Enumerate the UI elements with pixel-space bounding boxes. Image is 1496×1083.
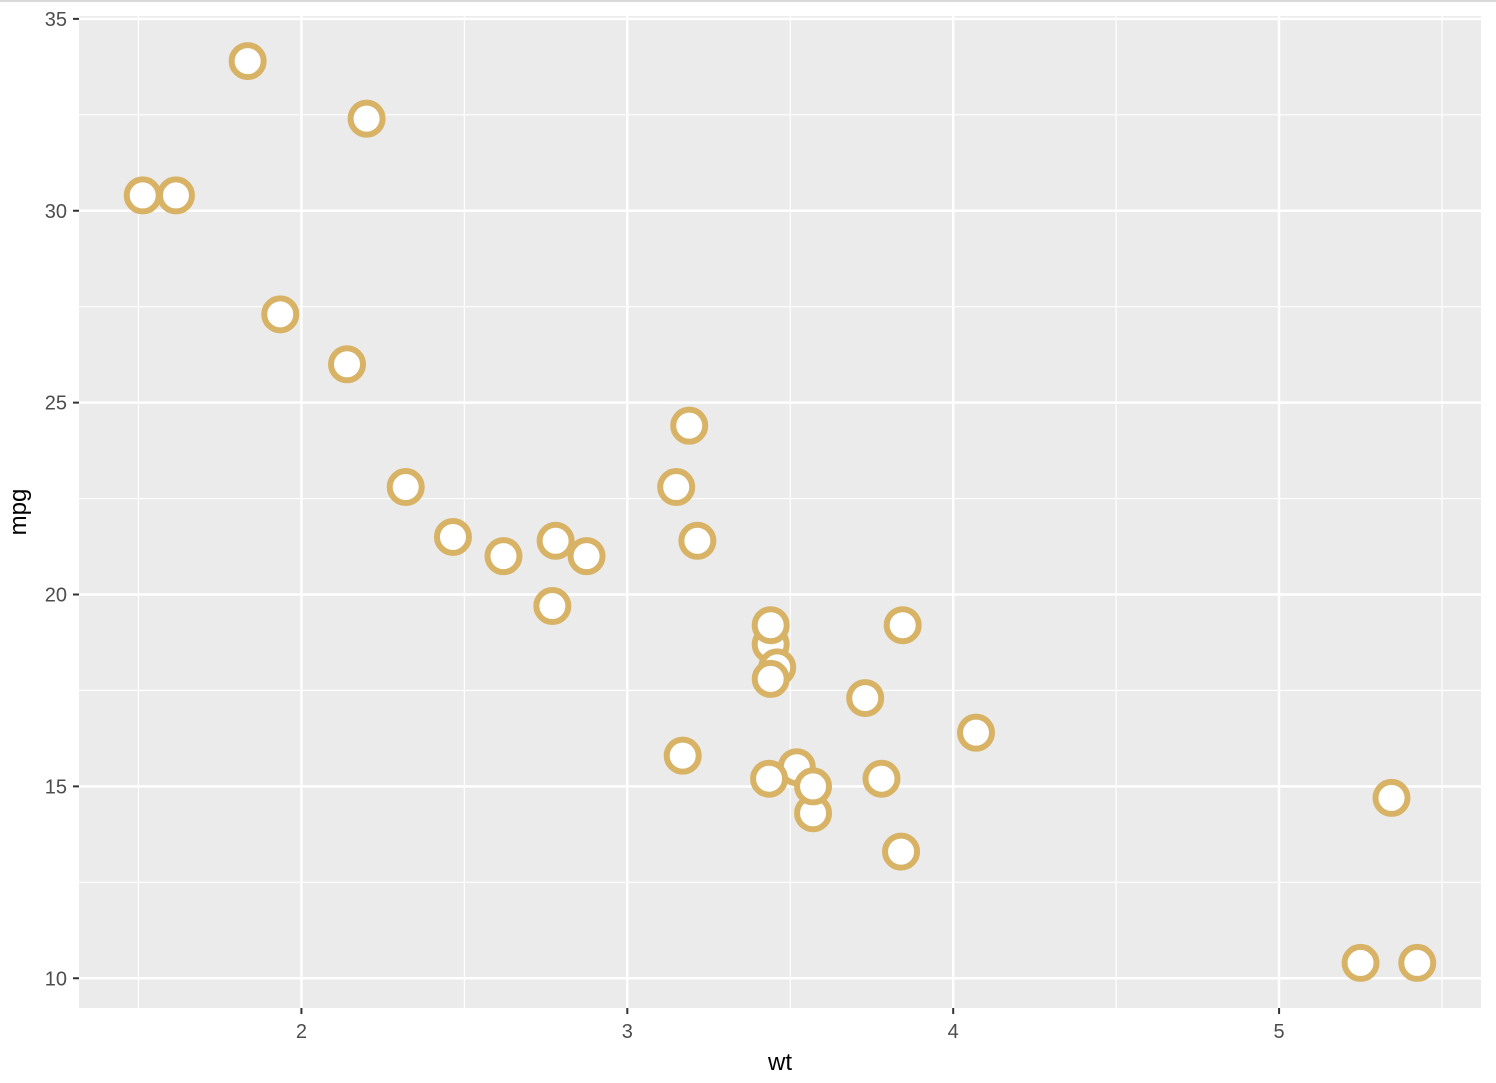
point [1341,943,1380,982]
x-tick-label: 5 [1274,1021,1285,1043]
y-axis-title: mpg [5,489,32,536]
point [123,176,162,215]
point [261,295,300,334]
point [751,606,790,645]
point [533,587,572,626]
point [536,521,575,560]
point [1398,943,1437,982]
y-tick-label: 25 [45,393,67,415]
point [883,606,922,645]
point [1372,778,1411,817]
point [484,537,523,576]
point [846,679,885,718]
panel [79,16,1481,1008]
y-tick-label: 10 [45,968,67,990]
point [433,517,472,556]
y-tick-label: 20 [45,585,67,607]
y-tick-label: 35 [45,9,67,31]
x-tick-label: 2 [296,1021,307,1043]
point [750,759,789,798]
y-tick-label: 15 [45,776,67,798]
point [156,176,195,215]
point [957,713,996,752]
point [328,345,367,384]
point [670,406,709,445]
x-axis-title: wt [767,1049,792,1076]
y-tick-label: 30 [45,201,67,223]
point [228,42,267,81]
x-tick-label: 4 [948,1021,959,1043]
point [751,659,790,698]
point [386,468,425,507]
point [657,468,696,507]
x-tick-label: 3 [622,1021,633,1043]
axes: 2 3 4 5 10 15 20 25 30 35 [45,9,1285,1043]
point [347,99,386,138]
point [678,521,717,560]
points [123,42,1437,982]
point [663,736,702,775]
point [794,767,833,806]
point [567,537,606,576]
point [882,832,921,871]
point [862,759,901,798]
